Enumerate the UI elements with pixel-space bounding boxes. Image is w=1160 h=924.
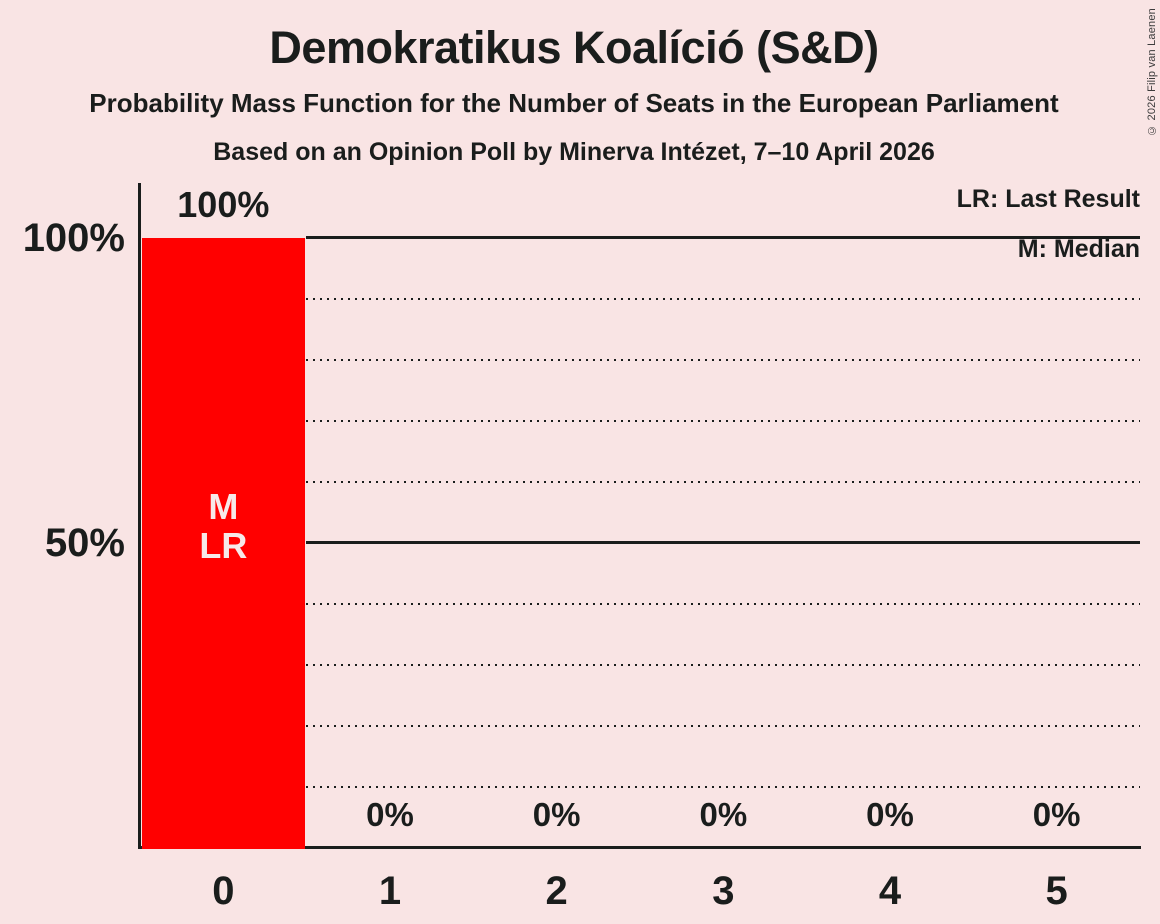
legend-median: M: Median [1017,235,1140,263]
gridline-dotted-30 [306,663,1140,666]
gridline-solid-50 [306,541,1140,544]
bar-annotation-median-lastresult: M LR [199,486,248,566]
y-tick-label-50: 50% [44,520,125,565]
bar-value-label-2: 0% [532,796,581,833]
legend-last-result: LR: Last Result [956,185,1140,213]
gridline-dotted-80 [306,358,1140,361]
x-axis-line [138,846,1141,849]
y-tick-label-100: 100% [22,215,125,260]
x-tick-label-5: 5 [1045,869,1068,913]
bar-value-label-0: 100% [177,183,270,225]
gridline-dotted-70 [306,419,1140,422]
y-axis-line [138,183,141,849]
x-tick-label-2: 2 [545,869,568,913]
x-tick-label-0: 0 [212,869,235,913]
x-tick-label-1: 1 [378,869,402,913]
gridline-dotted-90 [306,297,1140,300]
gridline-dotted-10 [306,785,1140,788]
bar-value-label-1: 0% [366,796,414,833]
gridline-solid-100 [306,236,1140,239]
chart-source-subtitle: Based on an Opinion Poll by Minerva Inté… [213,138,935,166]
bar-value-label-3: 0% [699,796,748,833]
bar-value-label-4: 0% [866,796,914,833]
bar-value-label-5: 0% [1032,796,1081,833]
gridline-dotted-20 [306,724,1140,727]
x-tick-label-3: 3 [712,869,735,913]
copyright-notice: © 2026 Filip van Laenen [1146,8,1158,136]
x-tick-label-4: 4 [878,869,902,913]
chart-subtitle: Probability Mass Function for the Number… [89,88,1059,118]
gridline-dotted-40 [306,602,1140,605]
chart-title: Demokratikus Koalíció (S&D) [269,22,879,73]
bar-seat-0 [142,237,305,849]
gridline-dotted-60 [306,480,1140,483]
